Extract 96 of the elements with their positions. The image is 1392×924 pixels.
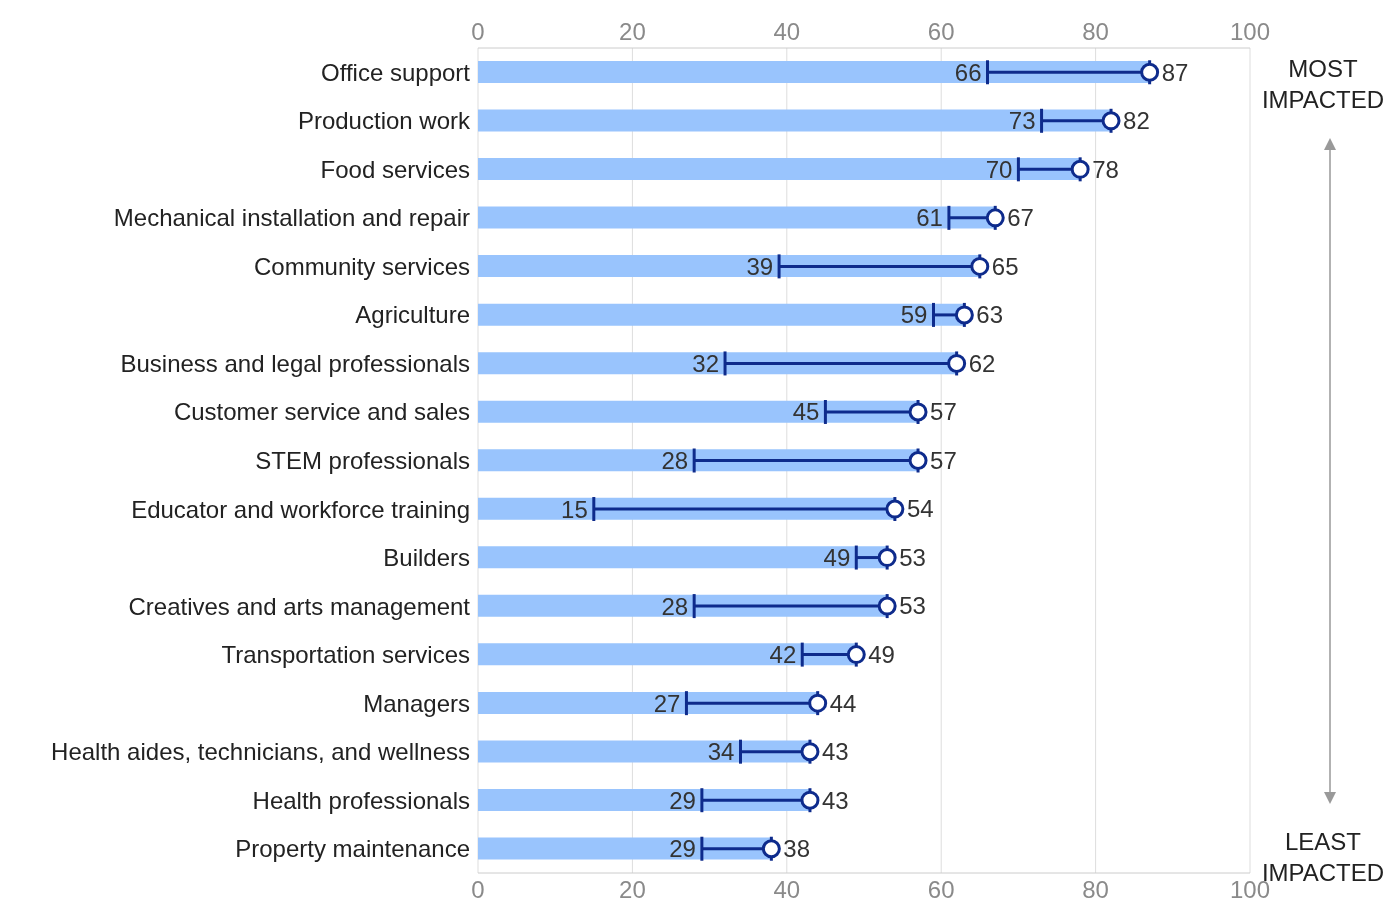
annotation: 32 bbox=[692, 349, 720, 377]
y-tick-label: Office support bbox=[321, 58, 471, 86]
annotation: 15 bbox=[561, 495, 588, 523]
point bbox=[947, 353, 967, 373]
point bbox=[1070, 159, 1090, 179]
data-label: 49 bbox=[868, 641, 895, 669]
point bbox=[800, 790, 820, 810]
bar bbox=[478, 788, 810, 811]
bar bbox=[478, 594, 888, 617]
data-label: 43 bbox=[821, 738, 849, 766]
point bbox=[908, 402, 928, 422]
x-tick-label: 40 bbox=[773, 876, 801, 904]
data-label: 53 bbox=[899, 543, 926, 571]
annotation: 28 bbox=[661, 592, 689, 620]
y-tick-label: Community services bbox=[253, 252, 470, 280]
y-tick-label: Agriculture bbox=[355, 301, 470, 329]
data-label: 54 bbox=[906, 495, 934, 523]
data-label: 65 bbox=[991, 252, 1019, 280]
x2-tick-label: 80 bbox=[1082, 18, 1109, 45]
y-tick-label: Builders bbox=[383, 544, 470, 572]
annotation: 45 bbox=[792, 398, 820, 426]
annotation: 27 bbox=[653, 689, 681, 717]
point bbox=[846, 645, 866, 665]
annotation: 34 bbox=[707, 738, 735, 766]
y-tick-label: STEM professionals bbox=[255, 447, 470, 475]
annotation: 29 bbox=[669, 835, 696, 863]
x2-tick-label: 100 bbox=[1229, 18, 1271, 45]
x-tick-label: 0 bbox=[471, 876, 485, 904]
x2-tick-label: 40 bbox=[773, 18, 801, 45]
point bbox=[877, 596, 897, 616]
data-label: 44 bbox=[829, 689, 857, 717]
x2-tick-label: 60 bbox=[927, 18, 955, 45]
y-tick-label: Food services bbox=[320, 155, 470, 183]
y-tick-label: Customer service and sales bbox=[173, 398, 470, 426]
y-tick-label: Business and legal professionals bbox=[120, 349, 470, 377]
y-tick-label: Mechanical installation and repair bbox=[113, 204, 471, 232]
y-tick-label: Health aides, technicians, and wellness bbox=[51, 738, 470, 766]
point bbox=[800, 742, 820, 762]
bar bbox=[478, 400, 919, 423]
y-tick-label: Production work bbox=[297, 107, 471, 135]
x-tick-label: 60 bbox=[927, 876, 955, 904]
annotation: 49 bbox=[823, 544, 851, 572]
point bbox=[808, 693, 828, 713]
data-label: 63 bbox=[976, 301, 1004, 329]
annotation: 28 bbox=[661, 447, 689, 475]
x2-tick-label: 20 bbox=[619, 18, 646, 45]
data-label: 62 bbox=[968, 349, 996, 377]
annotation: 66 bbox=[954, 58, 982, 86]
x-tick-label: 80 bbox=[1082, 876, 1109, 904]
point bbox=[954, 305, 974, 325]
data-label: 78 bbox=[1092, 155, 1119, 183]
bar bbox=[478, 546, 888, 569]
bar bbox=[478, 691, 818, 714]
y-tick-label: Transportation services bbox=[221, 641, 470, 669]
bar bbox=[478, 206, 996, 229]
point bbox=[761, 839, 781, 859]
point bbox=[1140, 62, 1160, 82]
point bbox=[970, 256, 990, 276]
data-label: 38 bbox=[783, 835, 811, 863]
annotation: 42 bbox=[769, 641, 797, 669]
annotation: 61 bbox=[916, 204, 943, 232]
data-label: 87 bbox=[1161, 58, 1189, 86]
bar bbox=[478, 303, 965, 326]
y-tick-label: Creatives and arts management bbox=[128, 592, 471, 620]
data-label: 43 bbox=[821, 786, 849, 814]
bar bbox=[478, 643, 857, 666]
y-tick-label: Educator and workforce training bbox=[131, 495, 470, 523]
annotation: 73 bbox=[1008, 107, 1036, 135]
x2-tick-label: 0 bbox=[471, 18, 485, 45]
point bbox=[985, 208, 1005, 228]
annotation: 70 bbox=[985, 155, 1013, 183]
x-tick-label: 20 bbox=[619, 876, 646, 904]
point bbox=[1101, 111, 1121, 131]
bar bbox=[478, 109, 1112, 132]
data-label: 57 bbox=[930, 398, 957, 426]
y-tick-label: Managers bbox=[363, 689, 470, 717]
bar bbox=[478, 352, 957, 375]
bar bbox=[478, 740, 810, 763]
point bbox=[908, 451, 928, 470]
bar bbox=[478, 837, 772, 860]
annotation: 59 bbox=[900, 301, 928, 329]
annotation: 39 bbox=[746, 252, 774, 280]
data-label: 67 bbox=[1007, 204, 1034, 232]
y-tick-label: Property maintenance bbox=[235, 835, 470, 863]
bar bbox=[478, 255, 980, 278]
point bbox=[885, 499, 905, 519]
bar bbox=[478, 61, 1150, 83]
bar bbox=[478, 158, 1081, 181]
data-label: 57 bbox=[930, 446, 957, 474]
annotation: 29 bbox=[669, 786, 696, 814]
bar bbox=[478, 449, 919, 472]
data-label: 82 bbox=[1123, 107, 1150, 135]
point bbox=[877, 548, 897, 568]
data-label: 53 bbox=[899, 592, 926, 620]
text: MOST IMPACTED bbox=[1260, 54, 1386, 115]
y-tick-label: Health professionals bbox=[252, 786, 470, 814]
